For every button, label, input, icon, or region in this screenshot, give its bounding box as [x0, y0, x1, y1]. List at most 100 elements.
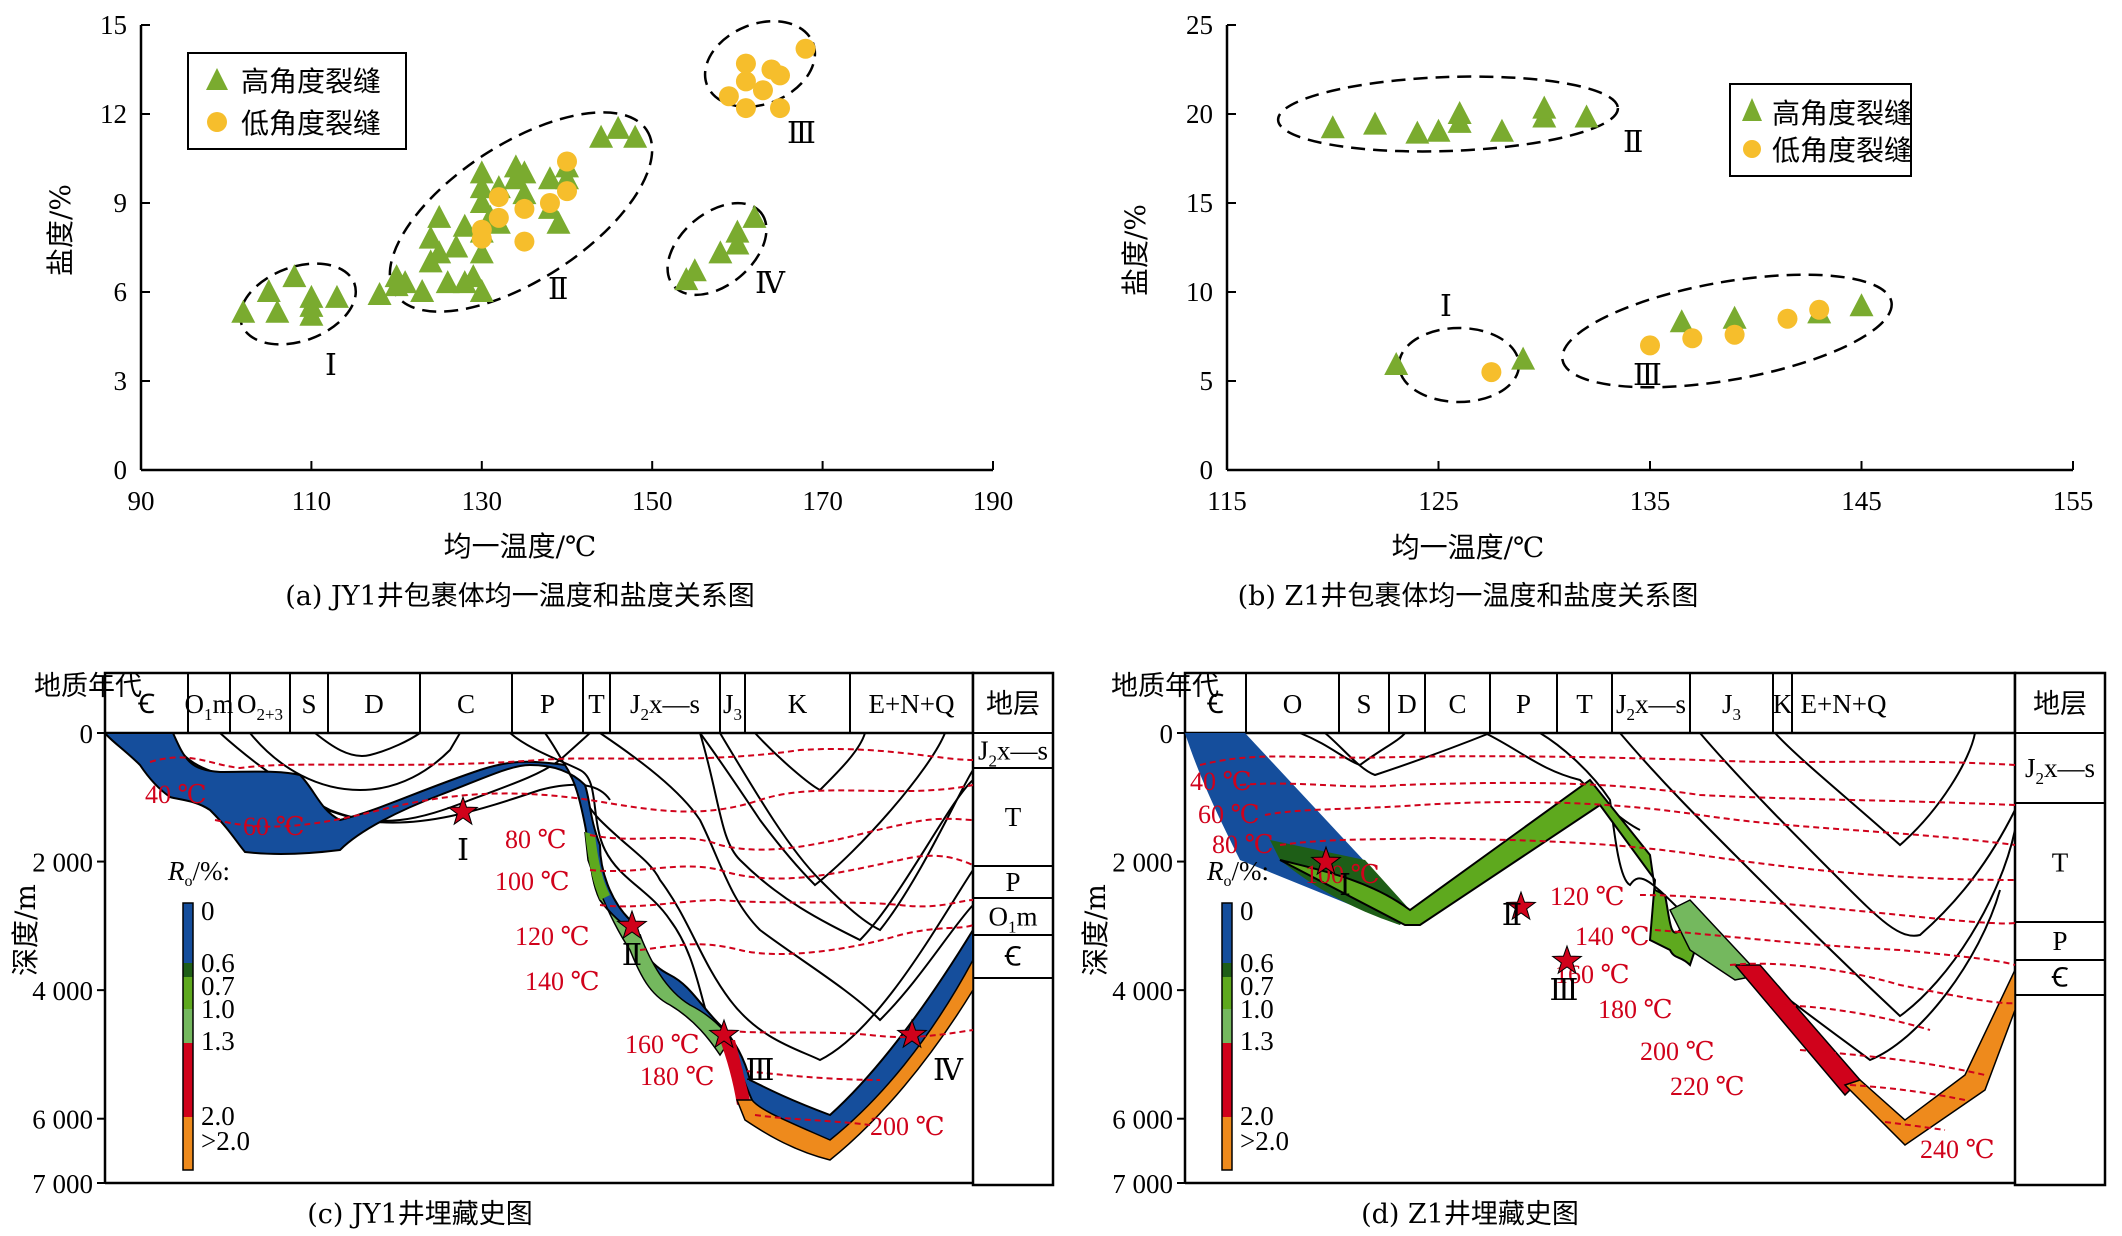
data-point-high-angle	[299, 284, 324, 308]
maturity-band-green	[1279, 778, 1697, 967]
data-point-high-angle	[299, 302, 324, 326]
data-point-high-angle	[469, 160, 494, 184]
data-point-high-angle	[725, 231, 750, 255]
ro-legend-title: Ro/%:	[167, 856, 230, 890]
caption-c: (c) JY1井埋藏史图	[307, 1199, 533, 1230]
data-point-high-angle	[512, 160, 537, 184]
isotherm-label: 240 ℃	[1920, 1135, 1995, 1164]
y-axis-label: 盐度/%	[1119, 204, 1152, 296]
x-tick-label: 135	[1630, 486, 1671, 516]
data-point-low-angle	[557, 151, 577, 172]
y-tick-label: 10	[1186, 277, 1213, 307]
group-label-IV: Ⅳ	[755, 267, 786, 300]
strata-label: O1m	[988, 902, 1037, 937]
data-point-low-angle	[752, 80, 773, 101]
age-label: J3	[723, 689, 742, 724]
strata-label: T	[1005, 802, 1022, 832]
data-point-low-angle	[514, 231, 535, 252]
data-point-high-angle	[708, 240, 733, 264]
isotherm-lines	[1199, 755, 2016, 1131]
isotherm-label: 100 ℃	[495, 867, 570, 896]
panel-a-scatter: 90 110 130 150 170 190 0 3 6 9 12 15 Ⅰ Ⅱ Ⅲ Ⅳ 高角度裂缝 …	[44, 10, 1013, 612]
isotherm-label: 200 ℃	[870, 1112, 945, 1141]
ro-legend-label: 0	[1240, 896, 1254, 926]
ro-color-swatch	[183, 977, 193, 1009]
event-label: Ⅰ	[1339, 869, 1351, 902]
data-point-high-angle	[1511, 346, 1536, 370]
group-label-II: Ⅱ	[1623, 126, 1643, 159]
age-header-row	[103, 671, 975, 735]
star-icon	[896, 1018, 928, 1049]
ro-color-swatch	[183, 1117, 193, 1170]
data-point-low-angle	[557, 181, 577, 202]
isotherm-label: 120 ℃	[515, 922, 590, 951]
age-label: J2x—s	[1616, 689, 1686, 724]
isotherm-label: 80 ℃	[1212, 830, 1274, 859]
y-tick-label: 4 000	[1112, 976, 1173, 1006]
maturity-band-orange	[735, 959, 974, 1161]
data-point-high-angle	[742, 204, 767, 228]
y-tick-label: 15	[1186, 188, 1213, 218]
maturity-band-mid-green	[585, 832, 610, 900]
data-point-high-angle	[282, 264, 307, 288]
x-tick-label: 155	[2053, 486, 2094, 516]
isotherm-label: 60 ℃	[1198, 800, 1260, 829]
data-point-low-angle	[1777, 308, 1798, 329]
age-label: K	[1773, 689, 1793, 719]
event-label: Ⅲ	[746, 1054, 775, 1087]
ro-legend-label: 1.3	[1240, 1026, 1274, 1056]
data-point-high-angle	[1849, 293, 1874, 317]
data-point-low-angle	[735, 53, 756, 74]
age-label: D	[1397, 689, 1417, 719]
legend-box	[187, 52, 407, 150]
group-ellipse-III	[1561, 273, 1893, 389]
ro-color-swatch	[183, 1043, 193, 1117]
x-tick-label: 145	[1841, 486, 1882, 516]
age-header-label: 地质年代	[1111, 671, 1219, 701]
x-tick-label: 170	[802, 486, 843, 516]
ro-legend-label: >2.0	[1240, 1126, 1289, 1156]
event-label: Ⅰ	[457, 834, 469, 867]
ro-legend-label: 1.3	[201, 1026, 235, 1056]
y-tick-label: 0	[1160, 719, 1174, 749]
group-ellipse-I	[238, 262, 358, 346]
ro-legend-label: 0	[201, 896, 215, 926]
data-point-high-angle	[1384, 351, 1409, 375]
age-label: J3	[1722, 689, 1741, 724]
ro-legend-title: Ro/%:	[1206, 856, 1269, 890]
maturity-band-blue	[103, 732, 974, 1152]
age-header-row	[1183, 671, 2017, 735]
legend: 高角度裂缝 低角度裂缝	[1729, 83, 1912, 177]
age-label: T	[588, 689, 605, 719]
isotherm-label: 140 ℃	[1575, 922, 1650, 951]
data-point-high-angle	[1320, 115, 1345, 139]
star-icon	[1310, 845, 1342, 876]
data-point-high-angle	[1426, 118, 1451, 142]
ro-color-swatch	[183, 903, 193, 963]
group-label-III: Ⅲ	[1633, 359, 1662, 392]
strata-label: J2x—s	[978, 736, 1048, 771]
legend-box	[1729, 83, 1912, 177]
data-point-low-angle	[795, 38, 816, 59]
group-label-III: Ⅲ	[787, 117, 816, 150]
legend-circle-icon	[207, 112, 227, 132]
data-point-high-angle	[1363, 111, 1388, 135]
isotherm-label: 220 ℃	[1670, 1072, 1745, 1101]
y-tick-label: 12	[100, 99, 127, 129]
strata-label: Ꞓ	[1004, 942, 1022, 972]
strata-label: J2x—s	[2025, 753, 2095, 788]
ro-legend-label: 1.0	[1240, 994, 1274, 1024]
strata-label: T	[2052, 848, 2069, 878]
age-label: D	[364, 689, 384, 719]
data-point-low-angle	[471, 219, 492, 240]
data-point-high-angle	[427, 204, 452, 228]
isotherm-label: 120 ℃	[1550, 882, 1625, 911]
ro-color-swatch	[1222, 977, 1232, 1009]
isotherm-label: 80 ℃	[505, 825, 567, 854]
ro-legend-label: 0.6	[201, 948, 235, 978]
y-tick-label: 2 000	[32, 848, 93, 878]
data-point-high-angle	[589, 124, 614, 148]
age-header-label: 地质年代	[34, 671, 142, 701]
